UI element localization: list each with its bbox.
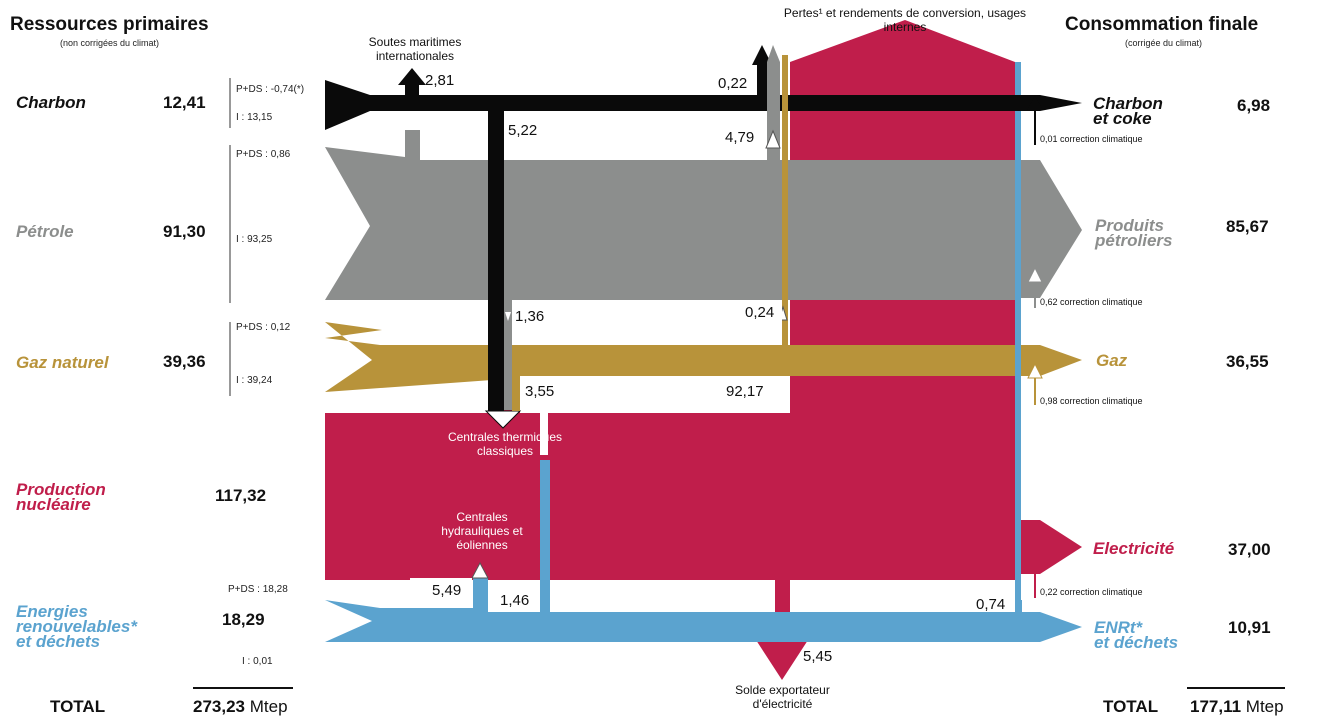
note-export: Solde exportateur d'électricité [735, 683, 830, 711]
nuclear-flow [325, 62, 1082, 580]
final-label-gaz: Gaz [1096, 351, 1128, 370]
total-losses-label-box [718, 380, 790, 402]
oil-losses-label-box [727, 302, 782, 322]
gas-to-thermal [512, 376, 520, 411]
note-thermal: Centrales thermiques classiques [447, 430, 563, 458]
source-label-charbon: Charbon [16, 93, 86, 112]
source-pds-charbon: P+DS : -0,74(*) [236, 84, 305, 95]
final-value-gaz: 36,55 [1226, 352, 1269, 371]
pertes-top-flow [790, 20, 1015, 62]
source-imp-enr: I : 0,01 [242, 656, 273, 667]
note-hydro: Centrales hydrauliques et éoliennes [441, 510, 523, 552]
flow-oil-to-thermal: 1,36 [515, 308, 545, 325]
oil-to-thermal-arrow [505, 312, 511, 321]
left-title: Ressources primaires [10, 14, 209, 35]
source-imp-charbon: I : 13,15 [236, 112, 273, 123]
left-subtitle: (non corrigées du climat) [60, 38, 160, 48]
charbon-to-thermal [488, 111, 504, 411]
total-right-label: TOTAL [1103, 697, 1159, 716]
flow-hydro: 5,49 [432, 582, 462, 599]
gaz-losses-bar [782, 55, 788, 345]
source-label-petrole: Pétrole [16, 222, 74, 241]
coal-thermal-label-box [505, 120, 565, 140]
flow-total-losses: 92,17 [726, 383, 764, 400]
final-value-enr: 10,91 [1228, 618, 1271, 637]
source-imp-gaz: I : 39,24 [236, 375, 273, 386]
final-value-electricite: 37,00 [1228, 540, 1271, 559]
source-label-nucleaire: Production nucléaire [16, 480, 106, 514]
petrole-flow [325, 130, 1082, 300]
hydro-arrow [471, 561, 489, 579]
total-right-value: 177,11 Mtep [1190, 697, 1284, 716]
petrole-correction-arrow [1027, 266, 1043, 283]
flow-enr-to-thermal: 1,46 [500, 592, 530, 609]
total-left-label: TOTAL [50, 697, 106, 716]
final-correction-electricite: 0,22 correction climatique [1040, 587, 1143, 597]
source-pds-petrole: P+DS : 0,86 [236, 149, 291, 160]
petrole-losses-arrow [767, 45, 780, 62]
final-value-charbon: 6,98 [1237, 96, 1271, 115]
oil-thermal-label-box [512, 306, 572, 328]
source-pds-gaz: P+DS : 0,12 [236, 322, 291, 333]
final-value-petrole: 85,67 [1226, 217, 1269, 236]
gaz-correction-arrow [1027, 362, 1043, 379]
thermal-arrow-white [484, 410, 522, 429]
soutes-arrow [398, 68, 426, 95]
right-subtitle: (corrigée du climat) [1125, 38, 1203, 48]
source-value-gaz: 39,36 [163, 352, 206, 371]
gaz-flow [325, 322, 1082, 392]
note-soutes: Soutes maritimes internationales [368, 35, 462, 63]
enr-thermal-label-box [490, 590, 540, 610]
final-correction-gaz: 0,98 correction climatique [1040, 396, 1143, 406]
petrole-losses-bar [767, 62, 780, 160]
flow-coal-return: 4,79 [725, 129, 755, 146]
source-value-enr: 18,29 [222, 610, 265, 629]
total-left-value: 273,23 Mtep [193, 697, 288, 716]
final-correction-petrole: 0,62 correction climatique [1040, 297, 1143, 307]
coal-return-label-box [705, 127, 765, 149]
source-value-charbon: 12,41 [163, 93, 206, 112]
flow-oil-losses: 0,24 [745, 304, 775, 321]
source-label-gaz: Gaz naturel [16, 353, 109, 372]
right-title: Consommation finale [1065, 14, 1259, 35]
final-correction-charbon: 0,01 correction climatique [1040, 134, 1143, 144]
source-label-enr: Energies renouvelables* et déchets [16, 602, 137, 651]
source-pds-enr: P+DS : 18,28 [228, 584, 288, 595]
source-imp-petrole: I : 93,25 [236, 234, 273, 245]
source-value-nucleaire: 117,32 [215, 486, 267, 505]
flow-coal-losses: 0,22 [718, 75, 748, 92]
final-label-electricite: Electricité [1093, 539, 1175, 558]
charbon-flow [325, 80, 1082, 130]
enr-losses-bar [1015, 62, 1021, 612]
enr-flow [325, 460, 1082, 642]
oil-to-thermal [504, 300, 512, 410]
final-label-petrole: Produits pétroliers [1095, 216, 1173, 250]
source-value-petrole: 91,30 [163, 222, 206, 241]
flow-gas-to-thermal: 3,55 [525, 383, 555, 400]
flow-coal-to-thermal: 5,22 [508, 122, 538, 139]
final-label-enr: ENRt* et déchets [1094, 618, 1179, 652]
hydro-label-box [410, 578, 472, 608]
gas-thermal-label-box [521, 380, 581, 402]
flow-enr-losses: 0,74 [976, 596, 1006, 613]
flow-export: 5,45 [803, 648, 833, 665]
flow-soutes: 2,81 [425, 72, 455, 89]
coal-return-arrow [765, 129, 781, 149]
final-label-charbon: Charbon et coke [1093, 94, 1163, 128]
note-pertes: Pertes¹ et rendements de conversion, usa… [783, 6, 1027, 34]
charbon-correction-arrow [1027, 96, 1043, 110]
